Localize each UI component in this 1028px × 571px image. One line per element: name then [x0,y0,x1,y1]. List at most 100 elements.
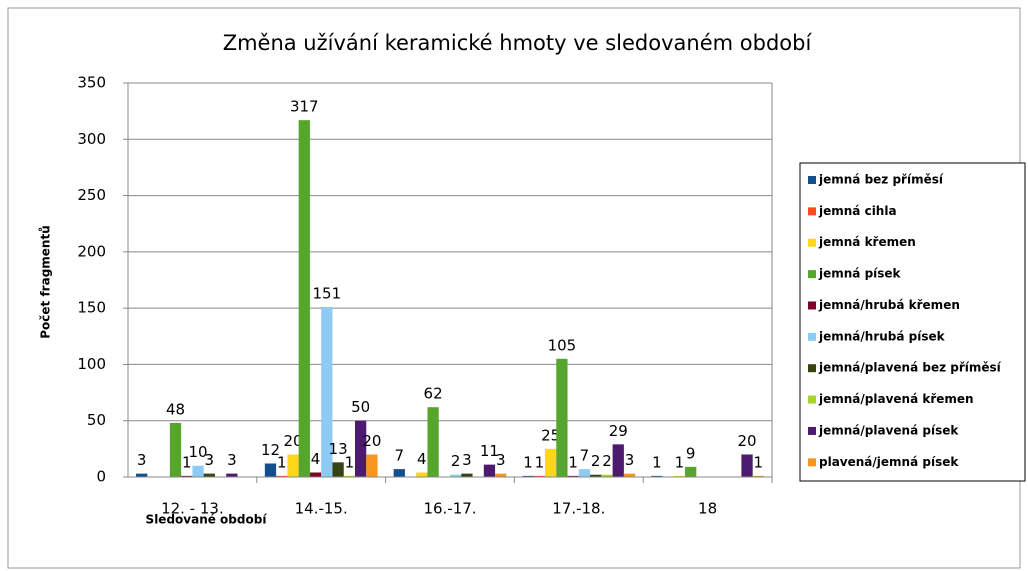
y-tick-label: 0 [96,468,106,486]
legend-label: plavená/jemná písek [819,455,959,469]
value-label: 1 [675,453,685,471]
value-label: 1 [568,453,578,471]
legend-swatch [808,426,816,435]
x-tick-label: 16.-17. [423,500,476,518]
legend-label: jemná cihla [818,204,897,218]
bar [483,464,496,477]
x-tick-label: 12. - 13. [161,500,224,518]
value-label: 2 [591,452,601,470]
value-label: 1 [652,453,662,471]
bar [169,422,182,477]
legend-label: jemná/plavená bez příměsí [818,361,1002,375]
y-axis-title: Počet fragmentů [39,225,53,339]
bar [450,474,462,477]
value-label: 3 [205,451,215,469]
legend-box [799,162,1026,482]
value-label: 151 [313,285,342,303]
y-tick-label: 300 [77,130,106,148]
bar [590,474,602,477]
legend-swatch [808,364,816,373]
legend-swatch [808,238,816,247]
bar [136,473,148,477]
value-label: 29 [609,422,628,440]
bar [623,473,636,477]
legend-label: jemná/hrubá křemen [818,298,960,312]
bar [567,475,579,477]
bar [556,358,568,477]
value-label: 11 [480,442,499,460]
legend-label: jemná/plavená písek [818,423,959,437]
value-label: 3 [625,451,635,469]
bar [522,475,534,477]
value-label: 1 [345,453,355,471]
value-label: 2 [602,452,612,470]
value-label: 25 [541,426,560,444]
y-tick-label: 250 [77,186,106,204]
legend-swatch [808,207,816,216]
bar [752,475,764,477]
bar [495,473,507,477]
bar [578,469,591,477]
legend-label: jemná písek [818,267,902,281]
y-tick-label: 350 [77,74,106,92]
value-label: 3 [462,451,472,469]
bar [651,475,663,477]
bar [544,448,557,477]
value-label: 2 [451,452,461,470]
bar [298,120,310,478]
bar [416,472,428,477]
value-label: 4 [417,450,427,468]
x-tick-label: 17.-18. [552,500,605,518]
value-label: 10 [188,443,207,461]
bar [343,475,356,477]
bar [264,463,277,477]
bar [203,473,215,477]
bar [366,454,378,477]
x-tick-label: 18 [698,500,717,518]
value-label: 20 [283,432,302,450]
bar [533,475,545,477]
value-label: 3 [137,451,147,469]
y-tick-label: 150 [77,299,106,317]
bar [741,454,753,477]
value-label: 4 [311,450,321,468]
bar [427,407,439,477]
legend-label: jemná bez příměsí [818,173,944,187]
chart-title: Změna užívání keramické hmoty ve sledova… [223,31,813,55]
value-label: 1 [535,453,545,471]
bar [612,444,624,477]
value-label: 62 [424,385,443,403]
value-label: 1 [182,453,192,471]
value-label: 13 [329,440,348,458]
y-tick-label: 200 [77,242,106,260]
bar [601,474,613,477]
legend-swatch [808,301,816,310]
value-label: 1 [754,453,764,471]
bar [355,420,367,477]
value-label: 50 [351,398,370,416]
bar [321,307,333,477]
legend-label: jemná křemen [818,235,916,249]
legend-swatch [808,270,816,279]
value-label: 105 [548,336,577,354]
value-label: 7 [395,447,405,465]
value-label: 9 [686,444,696,462]
value-label: 317 [290,98,319,116]
value-label: 7 [580,447,590,465]
y-tick-label: 100 [77,355,106,373]
legend-label: jemná/hrubá písek [818,329,946,343]
bar [192,465,204,477]
legend-swatch [808,395,816,404]
bar [685,466,697,477]
legend-swatch [808,332,816,341]
x-tick-label: 14.-15. [295,500,348,518]
legend-label: jemná/plavená křemen [818,392,974,406]
value-label: 3 [496,451,506,469]
value-label: 20 [362,432,381,450]
value-label: 3 [227,451,237,469]
value-label: 1 [523,453,533,471]
bar [181,475,193,477]
bar [393,469,405,477]
bar [276,475,288,477]
legend-swatch [808,176,816,184]
